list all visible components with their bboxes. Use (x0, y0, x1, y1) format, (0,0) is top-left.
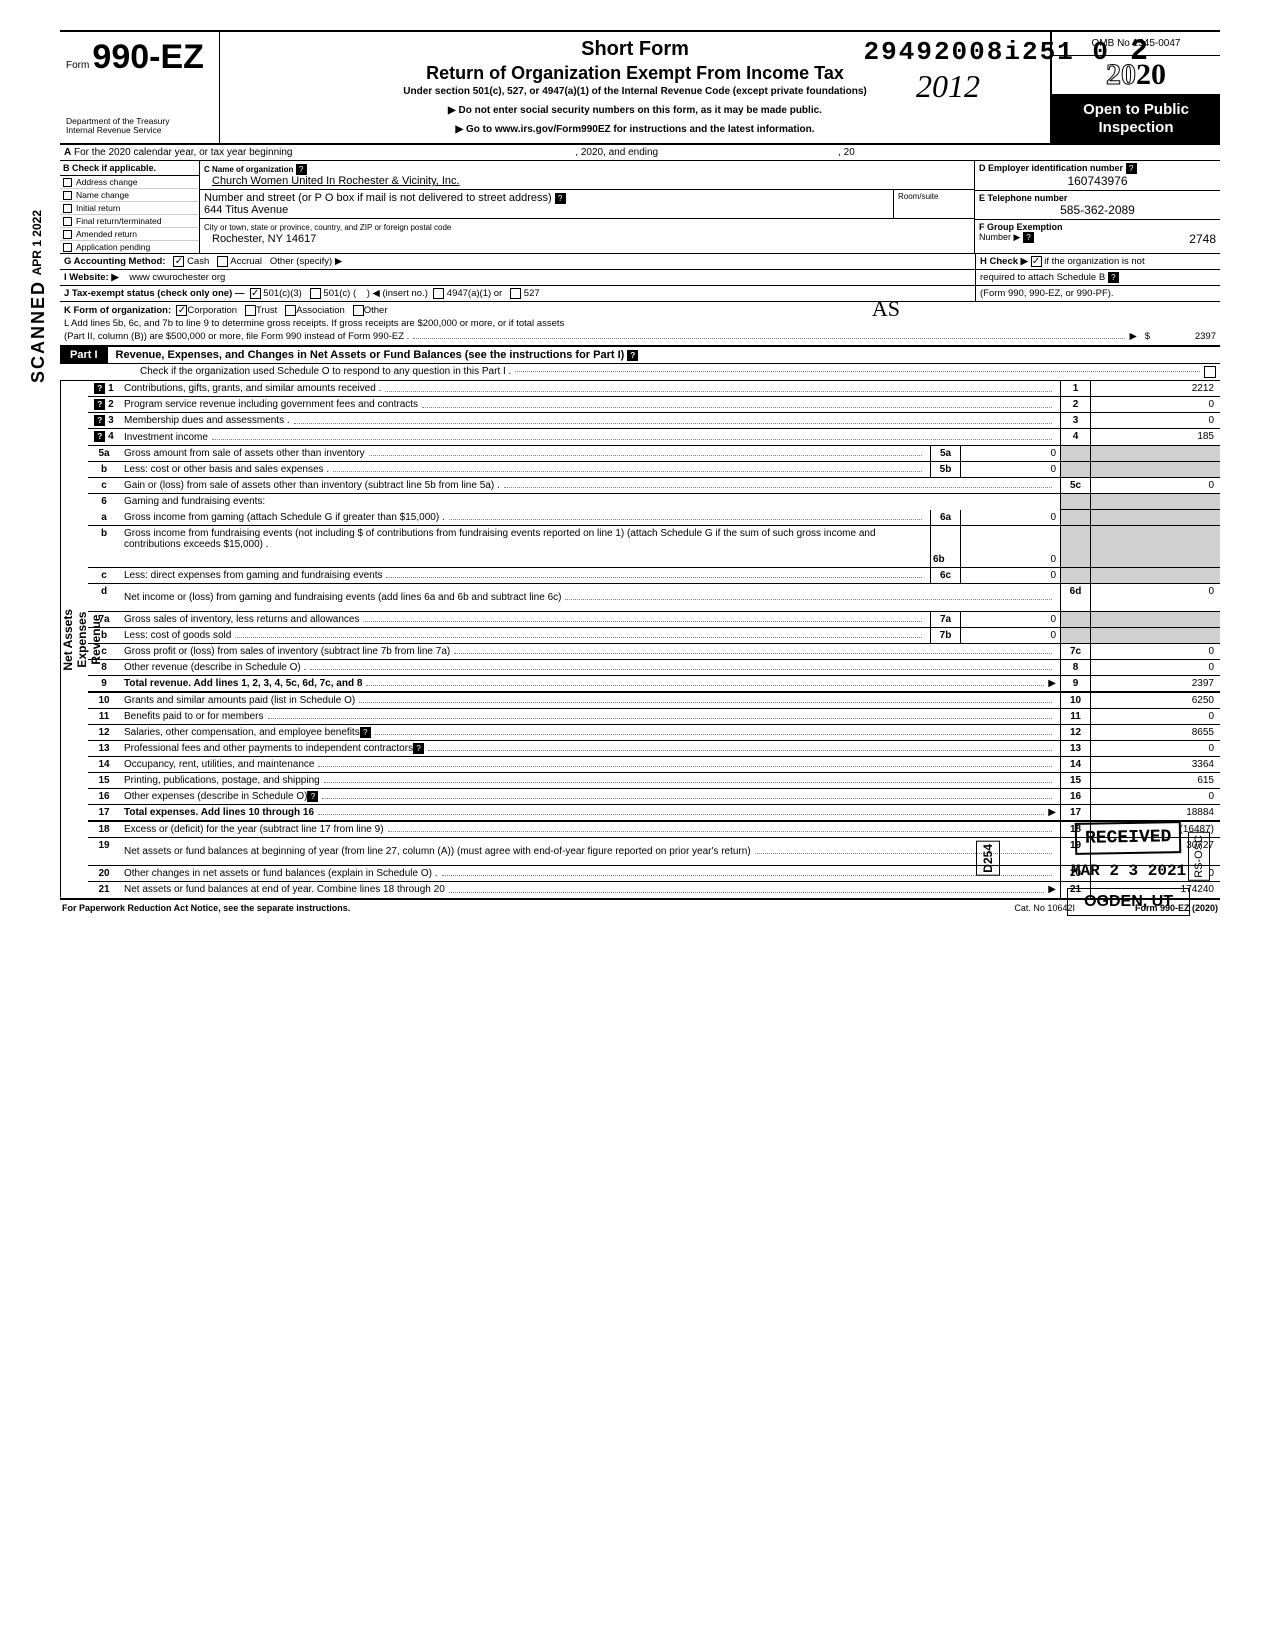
line-4-value: 185 (1090, 429, 1220, 444)
checkbox-4947[interactable] (433, 288, 444, 299)
line-7c-value: 0 (1090, 644, 1220, 659)
city-state-zip: Rochester, NY 14617 (204, 233, 316, 245)
line-9-value: 2397 (1090, 676, 1220, 691)
help-icon[interactable]: ? (1108, 272, 1119, 283)
rs-osc-stamp: RS-OSC (1188, 832, 1210, 881)
street-label: Number and street (or P O box if mail is… (204, 192, 552, 204)
received-stamp: RECEIVED (1075, 821, 1182, 855)
line-5a-value: 0 (960, 446, 1060, 461)
line-2-value: 0 (1090, 397, 1220, 412)
ein-value: 160743976 (979, 174, 1216, 188)
line-10-value: 6250 (1090, 693, 1220, 708)
checkbox-name-change[interactable] (63, 191, 72, 200)
line-17-value: 18884 (1090, 805, 1220, 820)
checkbox-accrual[interactable] (217, 256, 228, 267)
org-name: Church Women United In Rochester & Vicin… (204, 175, 460, 187)
room-suite-label: Room/suite (894, 190, 974, 218)
line-15-value: 615 (1090, 773, 1220, 788)
instructions-link: ▶ Go to www.irs.gov/Form990EZ for instru… (230, 124, 1040, 135)
line-16-value: 0 (1090, 789, 1220, 804)
line-14-value: 3364 (1090, 757, 1220, 772)
help-icon[interactable]: ? (413, 743, 424, 754)
line-3-value: 0 (1090, 413, 1220, 428)
help-icon[interactable]: ? (555, 193, 566, 204)
checkbox-initial-return[interactable] (63, 204, 72, 213)
line-6a-value: 0 (960, 510, 1060, 525)
section-b-header: B Check if applicable. (60, 161, 199, 176)
identity-block: B Check if applicable. Address change Na… (60, 161, 1220, 254)
phone-label: E Telephone number (979, 193, 1067, 203)
website-value: www cwurochester org (129, 272, 225, 283)
side-label-expenses: Expenses (75, 381, 89, 898)
tax-exempt-label: J Tax-exempt status (check only one) — (64, 288, 244, 299)
checkbox-schedule-o[interactable] (1204, 366, 1216, 378)
ein-label: D Employer identification number (979, 163, 1123, 173)
line-13-value: 0 (1090, 741, 1220, 756)
handwritten-year: 2012 (916, 68, 980, 105)
group-exempt-label: F Group Exemption (979, 222, 1063, 232)
received-date-stamp: MAR 2 3 2021 (1067, 862, 1190, 880)
serial-number: 29492008i251 02 (864, 35, 1150, 69)
side-label-revenue: Revenue (89, 381, 103, 898)
catalog-number: Cat. No 10642I (1014, 903, 1075, 913)
scan-date-stamp: APR 1 2022 (30, 210, 44, 275)
line-11-value: 0 (1090, 709, 1220, 724)
street-address: 644 Titus Avenue (204, 204, 288, 216)
help-icon[interactable]: ? (307, 791, 318, 802)
phone-value: 585-362-2089 (979, 203, 1216, 217)
checkbox-trust[interactable] (245, 305, 256, 316)
initials-stamp: AS (872, 296, 900, 322)
part-1-header: Part I Revenue, Expenses, and Changes in… (60, 347, 1220, 364)
form-prefix: Form (66, 60, 89, 71)
checkbox-cash[interactable] (173, 256, 184, 267)
schedule-o-check-line: Check if the organization used Schedule … (60, 364, 1220, 381)
line-1-value: 2212 (1090, 381, 1220, 396)
scanned-stamp: SCANNED (28, 280, 49, 383)
line-7a-value: 0 (960, 612, 1060, 627)
checkbox-final-return[interactable] (63, 217, 72, 226)
side-label-net-assets: Net Assets (61, 381, 75, 898)
checkbox-schedule-b[interactable] (1031, 256, 1042, 267)
part-1-table: Net Assets Expenses Revenue ? 1Contribut… (60, 381, 1220, 900)
line-6d-value: 0 (1090, 584, 1220, 611)
line-12-value: 8655 (1090, 725, 1220, 740)
line-l-text2: (Part II, column (B)) are $500,000 or mo… (64, 331, 409, 342)
ogden-stamp: OGDEN, UT (1067, 888, 1190, 916)
checkbox-other-org[interactable] (353, 305, 364, 316)
org-name-label: C Name of organization (204, 165, 293, 174)
help-icon[interactable]: ? (1126, 163, 1137, 174)
line-5b-value: 0 (960, 462, 1060, 477)
gross-receipts: 2397 (1195, 331, 1216, 342)
checkbox-address-change[interactable] (63, 178, 72, 187)
line-l-text1: L Add lines 5b, 6c, and 7b to line 9 to … (64, 318, 564, 329)
form-number: 990-EZ (92, 38, 204, 77)
help-icon[interactable]: ? (360, 727, 371, 738)
d254-stamp: D254 (976, 841, 1000, 876)
help-icon[interactable]: ? (1023, 232, 1034, 243)
line-6c-value: 0 (960, 568, 1060, 583)
line-5c-value: 0 (1090, 478, 1220, 493)
help-icon[interactable]: ? (296, 164, 307, 175)
website-label: I Website: ▶ (64, 272, 119, 283)
accounting-method-label: G Accounting Method: (64, 256, 166, 267)
line-6b-value: 0 (960, 526, 1060, 567)
open-inspection: Open to PublicInspection (1052, 95, 1220, 143)
line-8-value: 0 (1090, 660, 1220, 675)
checkbox-501c3[interactable] (250, 288, 261, 299)
checkbox-app-pending[interactable] (63, 243, 72, 252)
dept-irs: Internal Revenue Service (66, 126, 213, 135)
line-7b-value: 0 (960, 628, 1060, 643)
city-label: City or town, state or province, country… (204, 223, 451, 232)
checkbox-corporation[interactable] (176, 305, 187, 316)
checkbox-527[interactable] (510, 288, 521, 299)
checkbox-association[interactable] (285, 305, 296, 316)
help-icon[interactable]: ? (627, 350, 638, 361)
ssn-warning: ▶ Do not enter social security numbers o… (230, 105, 1040, 116)
form-of-org-label: K Form of organization: (64, 305, 171, 316)
checkbox-amended[interactable] (63, 230, 72, 239)
paperwork-notice: For Paperwork Reduction Act Notice, see … (60, 900, 1220, 916)
row-a-tax-year: A A For the 2020 calendar year, or tax y… (60, 145, 1220, 161)
group-exempt-value: 2748 (1189, 232, 1216, 246)
checkbox-501c[interactable] (310, 288, 321, 299)
